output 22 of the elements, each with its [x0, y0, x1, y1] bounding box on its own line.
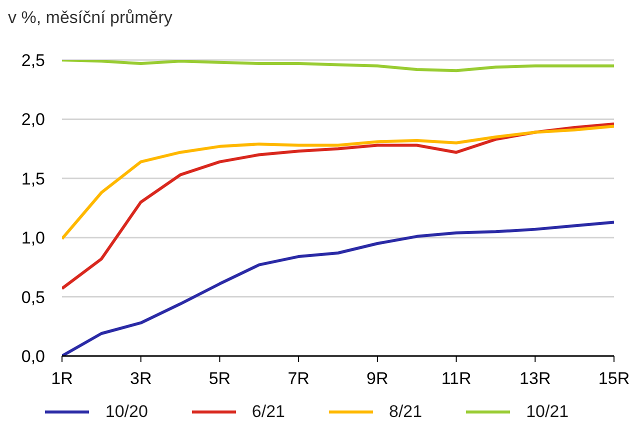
chart-subtitle: v %, měsíční průměry [8, 8, 172, 27]
x-tick-label: 15R [598, 369, 630, 388]
legend-label: 8/21 [389, 402, 422, 422]
x-tick-label: 1R [51, 369, 73, 388]
x-tick-label: 9R [366, 369, 388, 388]
x-tick-label: 13R [520, 369, 551, 388]
x-tick-label: 5R [208, 369, 231, 388]
line-series [62, 60, 614, 72]
y-tick-label: 1,5 [21, 169, 45, 188]
y-tick-label: 2,0 [21, 110, 45, 130]
legend-label: 6/21 [252, 402, 285, 422]
x-tick-label: 7R [288, 369, 310, 388]
legend-label: 10/20 [105, 402, 148, 422]
y-tick-label: 0,0 [21, 347, 45, 366]
line-series [62, 124, 614, 240]
x-tick-label: 11R [441, 369, 472, 388]
legend-label: 10/21 [526, 402, 569, 422]
line-series [62, 122, 614, 290]
y-tick-label: 0,5 [21, 288, 45, 307]
x-tick-label: 3R [130, 369, 152, 388]
y-tick-label: 2,5 [21, 51, 45, 70]
y-tick-label: 1,0 [21, 228, 45, 248]
